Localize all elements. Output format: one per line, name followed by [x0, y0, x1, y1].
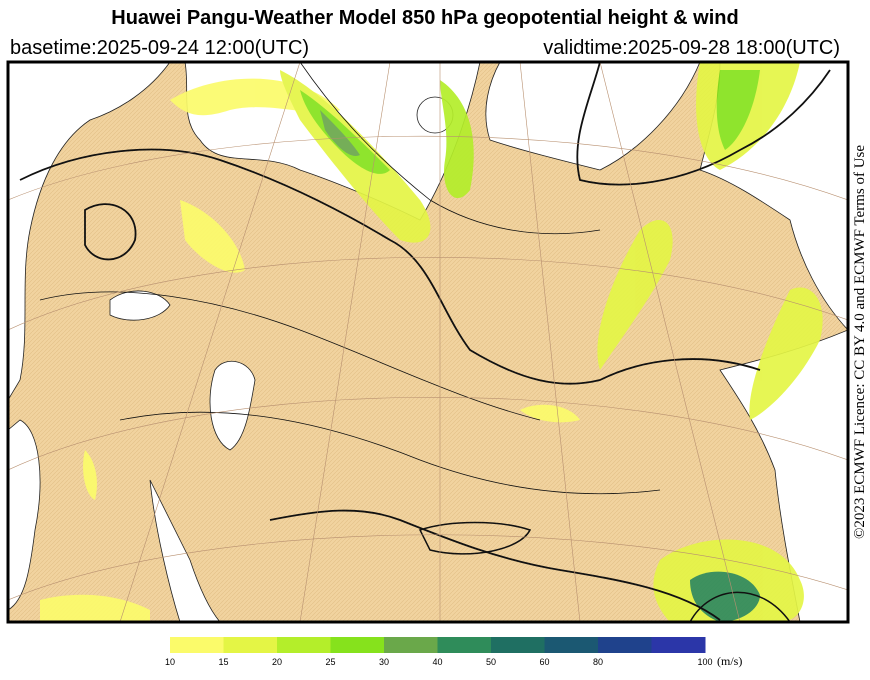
contours [19, 62, 831, 622]
title: Huawei Pangu-Weather Model 850 hPa geopo… [111, 7, 738, 29]
colorbar-tick-label: 30 [379, 657, 389, 667]
colorbar-tick-label: 50 [486, 657, 496, 667]
colorbar-tick-label: 20 [272, 657, 282, 667]
colorbar-swatch [223, 637, 278, 653]
wind-speed-shading [40, 62, 823, 622]
colorbar-swatch [544, 637, 599, 653]
colorbar-tick-label: 80 [593, 657, 603, 667]
colorbar-swatch [277, 637, 331, 653]
colorbar-swatch [491, 637, 545, 653]
map [8, 62, 848, 622]
colorbar-tick-label: 60 [539, 657, 549, 667]
colorbar-unit: (m/s) [717, 654, 742, 668]
colorbar-swatch [437, 637, 492, 653]
validtime: validtime:2025-09-28 18:00(UTC) [543, 37, 840, 59]
colorbar-swatch [384, 637, 438, 653]
basetime: basetime:2025-09-24 12:00(UTC) [10, 37, 309, 59]
colorbar-swatch [170, 637, 224, 653]
colorbar-tick-label: 15 [218, 657, 228, 667]
map-frame [6, 60, 850, 624]
graticule [8, 62, 848, 622]
licence: ©2023 ECMWF Licence: CC BY 4.0 and ECMWF… [852, 145, 868, 539]
colorbar-tick-label: 10 [165, 657, 175, 667]
colorbar-tick-label: 40 [432, 657, 442, 667]
colorbar-swatch [330, 637, 385, 653]
colorbar: 10 15 20 25 30 40 50 60 80 100 (m/s) [165, 637, 742, 668]
colorbar-tick-label: 25 [325, 657, 335, 667]
colorbar-swatch [651, 637, 706, 653]
colorbar-swatch [598, 637, 652, 653]
colorbar-tick-label: 100 [697, 657, 712, 667]
